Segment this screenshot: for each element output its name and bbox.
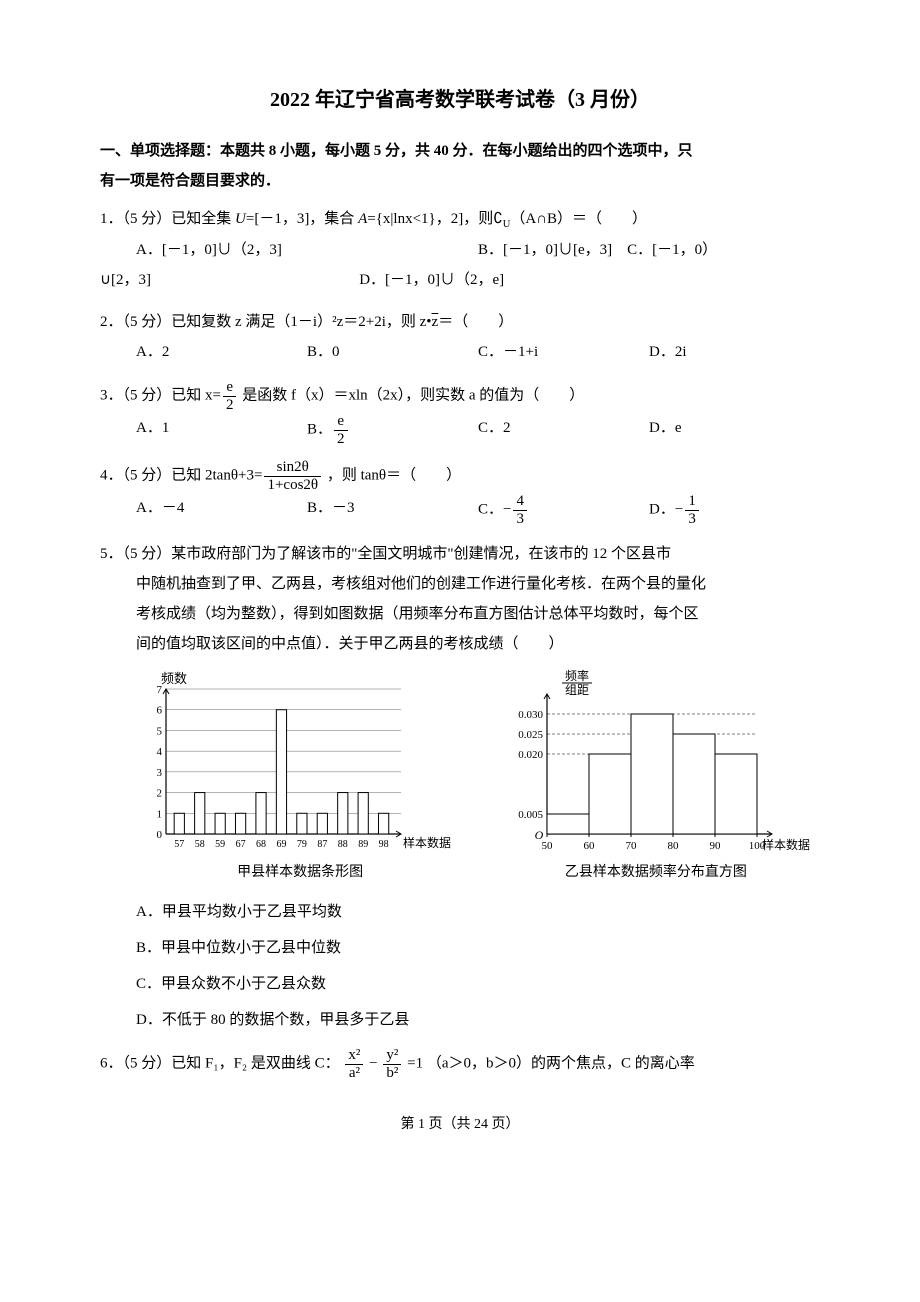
charts-row: 频数012345675758596768697987888998样本数据 甲县样…: [136, 669, 820, 887]
svg-text:3: 3: [157, 767, 163, 779]
q1-prefix: 1．（5 分）已知全集: [100, 211, 235, 227]
section-header-line2: 有一项是符合题目要求的．: [100, 173, 280, 189]
q5-line1: 5．（5 分）某市政府部门为了解该市的"全国文明城市"创建情况，在该市的 12 …: [100, 539, 820, 569]
svg-text:样本数据: 样本数据: [762, 837, 810, 852]
q5-optB: B．甲县中位数小于乙县中位数: [136, 933, 820, 963]
q4-prefix: 4．（5 分）已知: [100, 467, 201, 483]
svg-text:57: 57: [174, 839, 184, 850]
svg-text:0.020: 0.020: [518, 749, 543, 761]
q5-optD: D．不低于 80 的数据个数，甲县多于乙县: [136, 1005, 820, 1035]
section-header-line1: 一、单项选择题：本题共 8 小题，每小题 5 分，共 40 分．在每小题给出的四…: [100, 143, 693, 159]
q1-optBC: B．[－1，0]∪[e，3] C．[－1，0）: [478, 235, 717, 265]
question-2: 2．（5 分）已知复数 z 满足（1－i）²z＝2+2i，则 z•z＝（ ） A…: [100, 307, 820, 367]
svg-text:样本数据: 样本数据: [403, 835, 451, 850]
q2-optD: D．2i: [649, 337, 820, 367]
bar-chart-1: 频数012345675758596768697987888998样本数据: [136, 669, 456, 859]
q4-optA: A．－4: [136, 493, 307, 527]
section-header: 一、单项选择题：本题共 8 小题，每小题 5 分，共 40 分．在每小题给出的四…: [100, 136, 820, 196]
svg-text:79: 79: [297, 839, 307, 850]
question-4: 4．（5 分）已知 2tanθ+3=sin2θ1+cos2θ ，则 tanθ＝（…: [100, 459, 820, 527]
q1-options: A．[－1，0]∪（2，3] B．[－1，0]∪[e，3] C．[－1，0） ∪…: [100, 235, 820, 295]
svg-text:5: 5: [157, 725, 163, 737]
q4-mid: ，则 tanθ＝（ ）: [327, 467, 461, 483]
svg-text:68: 68: [256, 839, 266, 850]
svg-text:70: 70: [625, 840, 637, 852]
q1-optD: D．[－1，0]∪（2，e]: [359, 265, 504, 295]
q3-optC: C．2: [478, 413, 649, 447]
q6-prefix: 6．（5 分）已知 F₁，F₂ 是双曲线 C：: [100, 1055, 340, 1071]
q1-optA: A．[－1，0]∪（2，3]: [136, 235, 478, 265]
svg-text:4: 4: [157, 746, 163, 758]
q3-prefix: 3．（5 分）已知: [100, 387, 201, 403]
question-5: 5．（5 分）某市政府部门为了解该市的"全国文明城市"创建情况，在该市的 12 …: [100, 539, 820, 1035]
q5-optC: C．甲县众数不小于乙县众数: [136, 969, 820, 999]
q2-options: A．2 B．0 C．－1+i D．2i: [100, 337, 820, 367]
question-6: 6．（5 分）已知 F₁，F₂ 是双曲线 C： x²a² − y²b² =1 （…: [100, 1047, 820, 1081]
svg-text:0.025: 0.025: [518, 729, 543, 741]
q2-prefix: 2．（5 分）已知复数 z 满足（1－i）²z＝2+2i，则 z•: [100, 314, 432, 330]
q1-mid: =[－1，3]，集合: [246, 211, 358, 227]
svg-text:87: 87: [317, 839, 327, 850]
svg-text:80: 80: [667, 840, 679, 852]
svg-text:频数: 频数: [161, 671, 187, 686]
q1-comp: （A∩B）＝（ ）: [510, 211, 647, 227]
svg-text:58: 58: [195, 839, 205, 850]
q1-optC-cont: ∪[2，3]: [100, 265, 359, 295]
svg-text:0: 0: [157, 829, 163, 841]
svg-text:频率: 频率: [565, 669, 589, 683]
q5-line3: 考核成绩（均为整数），得到如图数据（用频率分布直方图估计总体平均数时，每个区: [100, 599, 820, 629]
q5-line4: 间的值均取该区间的中点值）．关于甲乙两县的考核成绩（ ）: [100, 629, 820, 659]
q2-optC: C．－1+i: [478, 337, 649, 367]
question-1: 1．（5 分）已知全集 U=[－1，3]，集合 A={x|lnx<1}，2]，则…: [100, 204, 820, 295]
svg-text:组距: 组距: [565, 683, 589, 697]
svg-text:2: 2: [157, 788, 163, 800]
svg-text:88: 88: [338, 839, 348, 850]
q6-text: 6．（5 分）已知 F₁，F₂ 是双曲线 C： x²a² − y²b² =1 （…: [100, 1047, 820, 1081]
q2-optB: B．0: [307, 337, 478, 367]
q3-mid: 是函数 f（x）＝xln（2x），则实数 a 的值为（ ）: [242, 387, 584, 403]
chart1-box: 频数012345675758596768697987888998样本数据 甲县样…: [136, 669, 464, 887]
svg-text:90: 90: [709, 840, 721, 852]
q4-optB: B．－3: [307, 493, 478, 527]
q4-text: 4．（5 分）已知 2tanθ+3=sin2θ1+cos2θ ，则 tanθ＝（…: [100, 459, 820, 493]
svg-text:50: 50: [541, 840, 553, 852]
svg-text:7: 7: [157, 684, 163, 696]
svg-text:1: 1: [157, 808, 163, 820]
q3-optB: B．e2: [307, 413, 478, 447]
q5-line2: 中随机抽查到了甲、乙两县，考核组对他们的创建工作进行量化考核．在两个县的量化: [100, 569, 820, 599]
svg-text:69: 69: [276, 839, 286, 850]
svg-text:0.030: 0.030: [518, 709, 543, 721]
q1-text: 1．（5 分）已知全集 U=[－1，3]，集合 A={x|lnx<1}，2]，则…: [100, 204, 820, 235]
q2-text: 2．（5 分）已知复数 z 满足（1－i）²z＝2+2i，则 z•z＝（ ）: [100, 307, 820, 337]
svg-text:89: 89: [358, 839, 368, 850]
chart2-caption: 乙县样本数据频率分布直方图: [492, 859, 820, 887]
svg-text:0.005: 0.005: [518, 809, 543, 821]
q3-options: A．1 B．e2 C．2 D．e: [100, 413, 820, 447]
q3-text: 3．（5 分）已知 x=e2 是函数 f（x）＝xln（2x），则实数 a 的值…: [100, 379, 820, 413]
chart2-box: 频率组距O0.0050.0200.0250.0305060708090100样本…: [492, 669, 820, 887]
svg-text:67: 67: [236, 839, 246, 850]
q4-optC: C．−43: [478, 493, 649, 527]
question-3: 3．（5 分）已知 x=e2 是函数 f（x）＝xln（2x），则实数 a 的值…: [100, 379, 820, 447]
q6-end: （a＞0，b＞0）的两个焦点，C 的离心率: [427, 1055, 695, 1071]
q2-end: ＝（ ）: [438, 314, 513, 330]
q3-optD: D．e: [649, 413, 820, 447]
page-title: 2022 年辽宁省高考数学联考试卷（3 月份）: [100, 80, 820, 120]
q2-optA: A．2: [136, 337, 307, 367]
q5-optA: A．甲县平均数小于乙县平均数: [136, 897, 820, 927]
page-footer: 第 1 页（共 24 页）: [100, 1111, 820, 1139]
q3-optA: A．1: [136, 413, 307, 447]
q4-options: A．－4 B．－3 C．−43 D．−13: [100, 493, 820, 527]
q5-options: A．甲县平均数小于乙县平均数 B．甲县中位数小于乙县中位数 C．甲县众数不小于乙…: [100, 897, 820, 1035]
svg-text:98: 98: [379, 839, 389, 850]
svg-text:59: 59: [215, 839, 225, 850]
q1-end: ={x|lnx<1}，2]，则: [367, 211, 493, 227]
svg-text:60: 60: [583, 840, 595, 852]
histogram-chart-2: 频率组距O0.0050.0200.0250.0305060708090100样本…: [492, 669, 812, 859]
svg-text:6: 6: [157, 705, 163, 717]
chart1-caption: 甲县样本数据条形图: [136, 859, 464, 887]
q4-optD: D．−13: [649, 493, 820, 527]
